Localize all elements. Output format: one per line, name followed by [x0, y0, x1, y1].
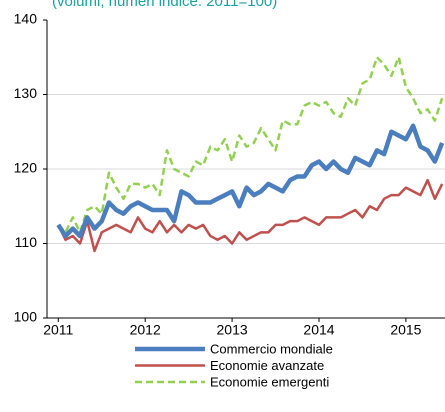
x-tick-label: 2011 — [43, 322, 73, 338]
y-tick-label: 110 — [15, 234, 38, 250]
x-tick-label: 2012 — [130, 322, 161, 338]
x-tick-label: 2013 — [217, 322, 248, 338]
y-tick-label: 140 — [14, 11, 38, 27]
y-tick-label: 130 — [14, 85, 38, 101]
data-line — [56, 123, 445, 239]
legend-label: Commercio mondiale — [210, 341, 333, 356]
legend-label: Economie avanzate — [210, 358, 324, 373]
y-tick-label: 120 — [14, 160, 38, 176]
chart-subtitle: (volumi; numeri indice: 2011=100) — [52, 0, 277, 10]
legend-label: Economie emergenti — [210, 374, 329, 389]
data-line — [57, 178, 444, 253]
x-tick-label: 2014 — [303, 322, 334, 338]
data-line — [57, 56, 444, 234]
y-tick-label: 100 — [14, 309, 38, 325]
x-tick-label: 2015 — [390, 322, 421, 338]
